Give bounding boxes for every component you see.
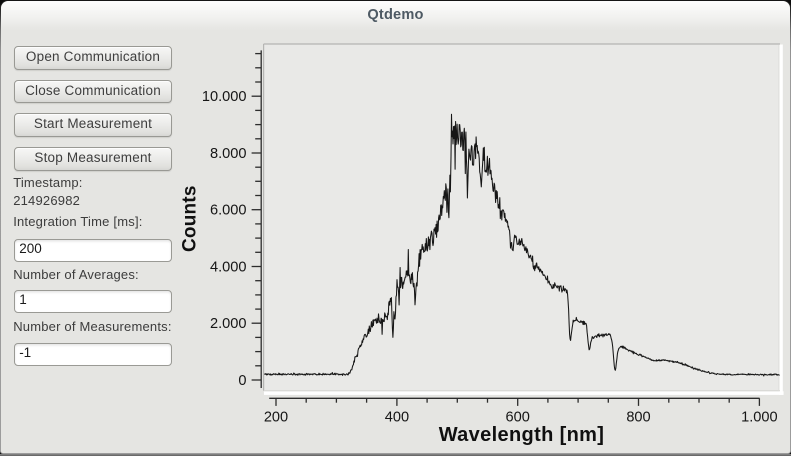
svg-text:600: 600 [506,409,530,425]
svg-text:4.000: 4.000 [210,260,247,276]
svg-text:Wavelength [nm]: Wavelength [nm] [439,424,605,446]
svg-text:8.000: 8.000 [210,146,247,162]
svg-text:400: 400 [385,409,409,425]
svg-text:2.000: 2.000 [210,316,247,332]
svg-text:Counts: Counts [180,185,201,252]
svg-text:1.000: 1.000 [741,409,778,425]
svg-text:200: 200 [264,409,288,425]
svg-text:6.000: 6.000 [210,203,247,219]
svg-text:10.000: 10.000 [202,89,247,105]
svg-text:800: 800 [626,409,650,425]
svg-text:0: 0 [238,373,246,389]
